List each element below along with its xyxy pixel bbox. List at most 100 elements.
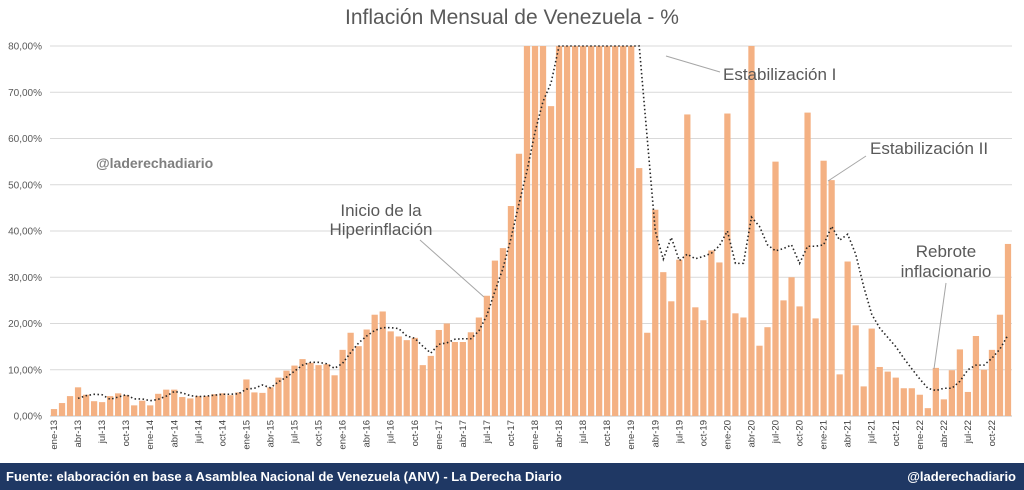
watermark-handle: @laderechadiario [96,155,213,171]
x-tick-label: abr-19 [650,420,661,447]
x-tick-label: ene-22 [915,420,926,450]
bar [996,314,1004,416]
bar [700,320,707,416]
bar [892,377,899,416]
x-tick-label: ene-13 [49,420,60,450]
y-tick-label: 20,00% [8,319,42,330]
bar-series [50,46,1012,417]
bar [980,369,988,416]
bar [876,366,883,416]
bar [98,402,106,417]
bar [211,394,218,416]
bar [107,396,114,416]
bar [764,327,771,416]
hyperinflation-pointer [419,239,485,298]
bar [291,365,298,416]
x-tick-label: ene-20 [722,420,733,450]
bar [628,46,635,416]
x-tick-label: jul-13 [97,420,108,444]
bar [227,395,234,416]
x-tick-label: ene-14 [145,420,156,450]
bar [339,349,346,416]
x-tick-label: abr-21 [843,420,854,447]
bar [171,389,178,416]
bar [748,46,755,416]
bar [772,161,779,417]
bar [179,397,186,416]
bar [307,362,314,416]
bar [596,46,603,416]
x-tick-label: oct-14 [217,420,228,446]
y-tick-label: 80,00% [8,42,42,53]
bar [267,387,274,416]
bar [323,364,330,416]
bar [443,323,450,416]
x-tick-label: ene-15 [241,420,252,450]
bar [251,392,258,416]
bar [74,387,82,416]
bar [427,355,434,417]
bar [90,401,98,416]
bar [828,180,835,416]
annotation-rebound-line1: Rebrote [916,242,976,261]
bar [860,386,867,416]
bar [812,318,819,416]
x-tick-label: ene-17 [434,420,445,450]
bar [555,46,563,416]
bar [131,405,138,416]
bar [884,371,891,416]
x-tick-label: abr-13 [73,420,84,447]
bar [724,113,731,417]
bar [684,114,691,416]
bar [708,250,715,416]
bar [139,400,146,416]
bar [644,332,651,416]
bar [363,329,370,416]
bar [299,359,306,416]
bar [788,277,795,416]
bar [355,346,362,416]
bar [780,300,787,417]
x-tick-label: oct-18 [602,420,613,446]
bar [804,112,811,416]
x-tick-label: abr-18 [554,420,565,447]
y-tick-label: 60,00% [8,134,42,145]
annotation-hyperinflation-line2: Hiperinflación [330,220,433,239]
bar [836,374,843,417]
x-tick-label: jul-14 [193,420,204,444]
x-tick-label: oct-16 [410,420,421,446]
x-tick-label: abr-17 [458,420,469,447]
bar [115,393,122,416]
bar [467,332,474,416]
bar [916,394,923,416]
bar [123,395,130,416]
bar [571,46,579,416]
stabilization-1-pointer [665,55,721,73]
x-tick-label: ene-19 [626,420,637,450]
x-tick-label: jul-17 [482,420,493,444]
bar [195,396,202,416]
bar [411,337,418,416]
y-tick-label: 50,00% [8,180,42,191]
x-tick-label: jul-19 [674,420,685,444]
x-tick-label: jul-21 [867,420,878,444]
bar [235,392,242,416]
bar [547,106,555,417]
x-tick-label: jul-18 [578,420,589,444]
grid-lines [50,45,1012,417]
bar [531,46,539,416]
bar [676,259,683,416]
bar [620,46,627,416]
stabilization-2-pointer [827,155,867,182]
bar [908,388,915,416]
bar [491,260,499,416]
x-tick-label: ene-21 [819,420,830,450]
bar [66,396,74,416]
bar [563,46,571,416]
bar [964,391,972,416]
bar [932,367,939,416]
bar [740,317,747,416]
bar [163,389,170,416]
x-tick-label: abr-22 [939,420,950,447]
x-axis-labels: ene-13 abr-13 jul-13 oct-13 ene-14 abr-14 jul-… [49,420,998,450]
